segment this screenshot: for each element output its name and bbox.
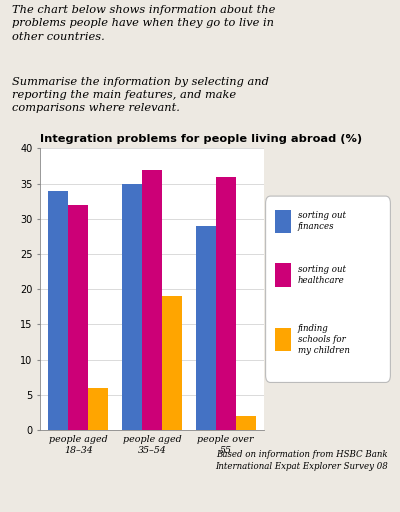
Text: sorting out
healthcare: sorting out healthcare (298, 265, 346, 285)
Bar (48, 190, 68, 430)
Text: The chart below shows information about the
problems people have when they go to: The chart below shows information about … (12, 5, 275, 41)
Bar (68, 205, 88, 430)
Text: finding
schools for
my children: finding schools for my children (298, 324, 350, 355)
Text: Based on information from HSBC Bank
International Expat Explorer Survey 08: Based on information from HSBC Bank Inte… (215, 451, 388, 471)
Bar (216, 177, 236, 430)
FancyBboxPatch shape (275, 263, 291, 287)
Bar (162, 296, 182, 430)
FancyBboxPatch shape (266, 196, 390, 382)
Text: Integration problems for people living abroad (%): Integration problems for people living a… (40, 134, 362, 143)
Bar (88, 388, 108, 430)
FancyBboxPatch shape (275, 209, 291, 233)
FancyBboxPatch shape (275, 328, 291, 351)
Text: Summarise the information by selecting and
reporting the main features, and make: Summarise the information by selecting a… (12, 77, 269, 113)
Bar (196, 226, 216, 430)
Text: sorting out
finances: sorting out finances (298, 211, 346, 231)
Bar (122, 184, 142, 430)
Bar (236, 416, 256, 430)
Bar (142, 169, 162, 430)
